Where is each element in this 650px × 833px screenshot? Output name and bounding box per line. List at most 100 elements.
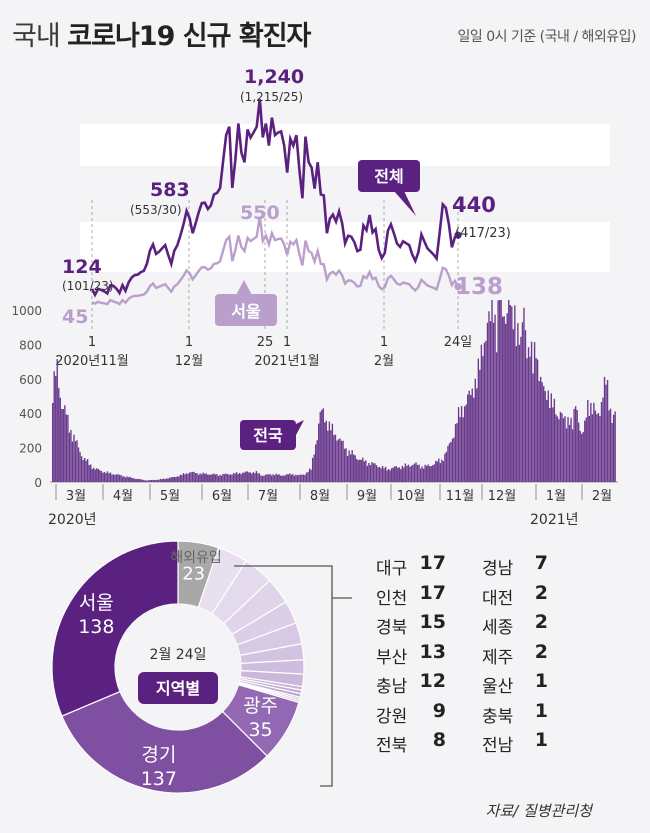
bar: [307, 471, 309, 482]
bar: [184, 474, 186, 482]
seoul-start-label: 45: [62, 306, 88, 328]
bar: [67, 414, 69, 482]
bar: [498, 300, 501, 482]
bar: [316, 440, 318, 482]
y-tick-label: 200: [19, 442, 42, 456]
bar: [497, 300, 499, 482]
bar-y-ticks: 1000 800 600 400 200 0: [11, 304, 42, 490]
month-label: 3월: [66, 489, 86, 504]
bar: [158, 479, 160, 482]
bar: [216, 473, 218, 482]
title-prefix: 국내: [12, 21, 61, 52]
year-label-2021: 2021년: [530, 512, 579, 528]
bar: [80, 456, 83, 482]
region-name: 충북: [482, 706, 514, 727]
bar: [251, 473, 253, 482]
bar: [529, 356, 531, 482]
bar: [600, 402, 603, 482]
bar: [395, 466, 397, 482]
bar: [527, 347, 530, 482]
bar: [602, 397, 604, 482]
bar: [223, 474, 226, 482]
region-value: 8: [432, 729, 446, 751]
bar: [166, 478, 168, 482]
bar: [568, 424, 571, 482]
month-label: 10월: [397, 489, 426, 504]
bar: [311, 457, 314, 482]
bar: [606, 380, 609, 482]
bar: [508, 300, 510, 482]
bar: [456, 423, 458, 482]
bar: [161, 479, 163, 482]
bar: [524, 330, 527, 482]
bar: [538, 381, 540, 482]
bar: [342, 440, 344, 482]
basis-note: 일일 0시 기준 (국내 / 해외유입): [457, 29, 637, 45]
bar: [264, 474, 267, 482]
seoul-callout: 서울: [215, 280, 277, 326]
bar: [111, 474, 113, 482]
bar: [543, 386, 545, 482]
region-name: 울산: [482, 677, 514, 697]
bar: [503, 316, 505, 482]
bar: [61, 409, 63, 482]
bar: [295, 474, 297, 482]
donut-date: 2월 24일: [150, 647, 207, 663]
bar: [512, 329, 514, 482]
slice-value: 23: [182, 563, 205, 584]
bar: [152, 479, 154, 482]
bar: [441, 459, 443, 482]
bar: [593, 402, 595, 482]
x-tick-minor: 2021년1월: [254, 354, 319, 368]
bar: [330, 430, 332, 482]
bar: [73, 434, 75, 482]
region-value: 12: [419, 670, 446, 692]
bar: [129, 476, 131, 482]
bar: [55, 375, 57, 482]
bar: [82, 459, 84, 482]
region-pill-label: 지역별: [156, 679, 200, 698]
bar: [372, 463, 375, 482]
bar: [389, 470, 391, 482]
bar: [567, 417, 569, 482]
x-tick-major: 1: [283, 335, 291, 350]
seoul-line: [91, 216, 460, 306]
source-note: 자료/ 질병관리청: [485, 802, 592, 820]
bar: [409, 466, 411, 482]
table-bracket: [234, 565, 333, 787]
slice-value: 138: [78, 616, 114, 638]
bar: [582, 431, 584, 482]
bar: [175, 477, 177, 482]
bar: [65, 414, 68, 482]
bar: [88, 465, 90, 482]
bar: [609, 408, 612, 482]
bar: [565, 428, 568, 482]
bar: [252, 472, 255, 482]
bar: [530, 341, 533, 482]
bar: [574, 406, 577, 482]
bar: [319, 411, 321, 482]
bar: [581, 433, 583, 482]
region-value: 13: [419, 640, 446, 663]
bar: [611, 423, 613, 482]
bar: [254, 473, 256, 482]
bar: [270, 475, 273, 482]
bar: [591, 414, 594, 482]
bar: [422, 468, 425, 482]
bar: [324, 422, 326, 482]
bar: [410, 465, 413, 482]
bar: [210, 474, 212, 482]
bar: [476, 388, 478, 482]
bar: [155, 480, 157, 482]
bar: [387, 468, 390, 482]
region-name: 강원: [376, 706, 408, 727]
region-value: 15: [419, 611, 446, 633]
bar: [590, 402, 592, 482]
bar: [351, 450, 353, 482]
bar: [103, 471, 106, 482]
bar: [555, 414, 557, 482]
bar: [465, 404, 467, 482]
bar: [176, 476, 179, 482]
